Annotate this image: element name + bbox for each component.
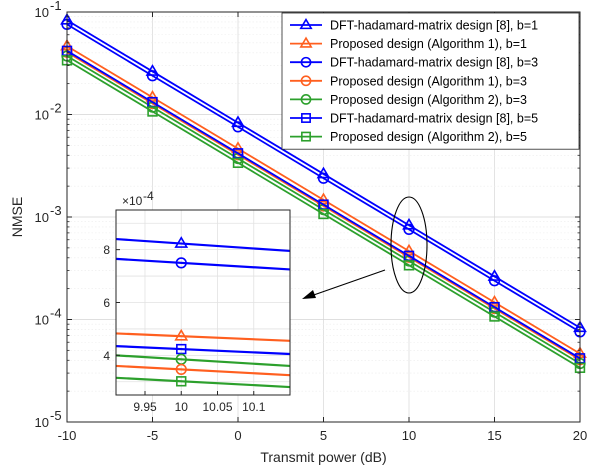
legend-item: Proposed design (Algorithm 1), b=1 — [290, 36, 527, 51]
legend-label: Proposed design (Algorithm 1), b=3 — [330, 74, 527, 88]
x-tick-label: 10 — [402, 428, 416, 443]
x-tick-label: -5 — [147, 428, 159, 443]
data-point — [147, 106, 158, 117]
highlight-ellipse — [390, 196, 428, 294]
legend-item: DFT-hadamard-matrix design [8], b=3 — [290, 56, 538, 70]
inset-x-tick-label: 10 — [175, 400, 189, 414]
inset-series-path — [115, 345, 291, 356]
inset-x-tick-label: 10.1 — [242, 400, 266, 414]
inset-series-line — [115, 328, 291, 342]
data-point — [318, 208, 329, 220]
legend-marker — [299, 36, 313, 48]
data-point — [146, 70, 159, 82]
inset-series-path — [115, 354, 291, 368]
inset-data-point — [176, 376, 187, 387]
legend-label: DFT-hadamard-matrix design [8], b=3 — [330, 56, 538, 70]
x-tick-label: 20 — [573, 428, 587, 443]
data-point — [145, 89, 160, 102]
inset-series-path — [115, 332, 291, 342]
series-path — [66, 51, 581, 361]
series-path — [66, 23, 581, 333]
x-tick-labels: -10 -5 0 5 10 15 20 — [58, 428, 588, 443]
inset-series-path — [115, 237, 291, 253]
inset-series-line — [115, 257, 291, 271]
inset-series-line — [115, 363, 291, 377]
inset-data-point — [174, 236, 189, 248]
data-point — [231, 141, 245, 153]
data-point — [316, 192, 331, 205]
series-layer — [60, 12, 587, 373]
legend-label: DFT-hadamard-matrix design [8], b=5 — [330, 112, 538, 126]
legend-label: DFT-hadamard-matrix design [8], b=1 — [330, 19, 538, 33]
tick-marks — [66, 11, 581, 423]
legend-marker — [300, 56, 312, 68]
inset-y-multiplier: ×10 — [122, 194, 143, 208]
inset-series-line — [115, 343, 291, 356]
legend-label: Proposed design (Algorithm 2), b=5 — [330, 130, 527, 144]
inset-y-tick-label: 4 — [103, 349, 110, 363]
x-tick-label: 15 — [487, 428, 501, 443]
y-tick-label-exponent: -2 — [50, 101, 62, 116]
series-path — [66, 50, 581, 360]
inset-series-path — [115, 364, 291, 377]
data-point — [232, 157, 244, 168]
inset-data-point — [175, 363, 187, 376]
y-tick-label: 10 — [35, 5, 49, 20]
inset-data-point — [175, 257, 187, 269]
inset-series-path — [115, 257, 291, 271]
legend-label: Proposed design (Algorithm 2), b=3 — [330, 93, 527, 107]
data-point — [403, 260, 415, 271]
y-tick-label: 10 — [35, 313, 49, 328]
legend-item: DFT-hadamard-matrix design [8], b=1 — [290, 17, 538, 33]
inset-zoom-plot: 9.95 10 10.05 10.1 4 6 8 ×10 -4 — [103, 189, 291, 414]
y-axis-title: NMSE — [9, 197, 25, 237]
y-tick-label: 10 — [35, 210, 49, 225]
legend-marker — [299, 17, 313, 30]
inset-x-tick-label: 10.05 — [202, 400, 232, 414]
zoom-arrow-head — [302, 290, 316, 299]
inset-x-tick-label: 9.95 — [133, 400, 157, 414]
inset-series-path — [115, 376, 291, 389]
y-tick-label-exponent: -1 — [50, 0, 62, 13]
y-tick-label-exponent: -4 — [50, 306, 62, 321]
y-tick-label: 10 — [35, 415, 49, 430]
inset-data-point — [176, 343, 187, 355]
legend-item: Proposed design (Algorithm 2), b=3 — [290, 93, 527, 107]
legend-item: Proposed design (Algorithm 1), b=3 — [290, 74, 527, 88]
legend-marker — [300, 94, 312, 105]
legend-label: Proposed design (Algorithm 1), b=1 — [330, 37, 527, 51]
data-point — [232, 121, 244, 133]
data-point — [487, 294, 502, 307]
series-path — [66, 59, 581, 369]
legend-marker — [301, 113, 311, 123]
legend-box — [281, 12, 580, 150]
zoom-arrow-shaft — [307, 269, 386, 298]
inset-series-line — [115, 236, 291, 253]
data-point — [402, 243, 416, 256]
legend-marker — [300, 75, 312, 87]
inset-y-tick-label: 6 — [103, 296, 110, 310]
data-point — [489, 311, 500, 322]
inset-data-point — [174, 328, 189, 341]
y-tick-label: 10 — [35, 108, 49, 123]
annotations — [302, 196, 428, 299]
legend-item: Proposed design (Algorithm 2), b=5 — [290, 130, 527, 144]
y-tick-labels: 10-510-410-310-210-1 — [35, 0, 62, 430]
legend: DFT-hadamard-matrix design [8], b=1 Propo… — [281, 12, 580, 150]
data-point — [403, 223, 415, 236]
legend-item: DFT-hadamard-matrix design [8], b=5 — [290, 112, 538, 126]
inset-series-line — [115, 376, 291, 389]
inset-y-tick-label: 8 — [103, 243, 110, 257]
y-tick-label-exponent: -3 — [50, 203, 62, 218]
y-tick-label-exponent: -5 — [50, 408, 62, 423]
x-tick-label: 0 — [234, 428, 241, 443]
x-axis-title: Transmit power (dB) — [260, 449, 386, 465]
x-tick-label: 5 — [320, 428, 327, 443]
inset-y-multiplier-exponent: -4 — [143, 189, 154, 203]
legend-marker — [301, 131, 311, 142]
data-point — [317, 172, 330, 184]
x-tick-label: -10 — [58, 428, 77, 443]
data-point — [488, 275, 501, 287]
